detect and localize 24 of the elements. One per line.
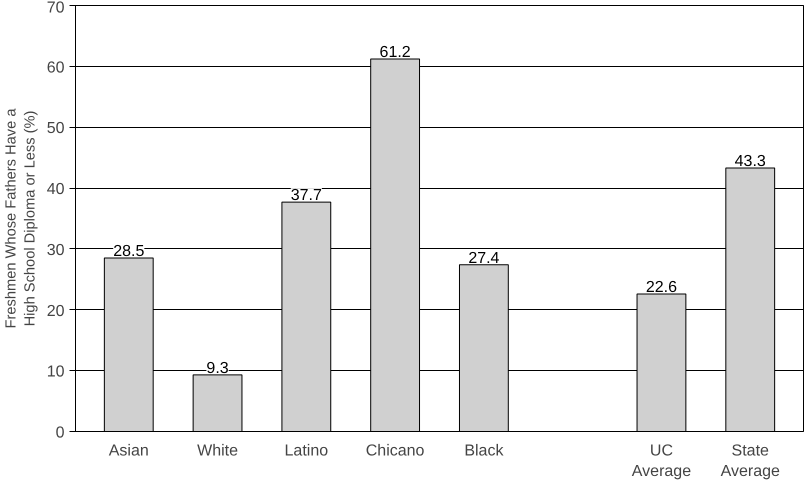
- x-tick-label: Latino: [284, 442, 328, 460]
- x-tick-label: Asian: [108, 442, 149, 460]
- y-tick-label: 20: [46, 302, 65, 320]
- x-tick-label: White: [197, 442, 238, 460]
- data-label: 9.3: [206, 360, 229, 377]
- data-label: 27.4: [468, 250, 500, 267]
- y-tick-label: 10: [46, 364, 65, 381]
- y-tick-label: 30: [46, 242, 65, 259]
- data-label: 61.2: [380, 44, 411, 62]
- data-label: 43.3: [734, 152, 766, 170]
- x-tick-label: UC Average: [632, 442, 692, 480]
- y-tick-label: 60: [46, 59, 65, 76]
- y-tick-label: 50: [46, 120, 65, 138]
- data-label: 22.6: [646, 278, 678, 296]
- bar: [192, 374, 242, 432]
- data-label: 28.5: [113, 243, 144, 260]
- x-tick-label: Black: [464, 442, 504, 460]
- data-label: 37.7: [290, 187, 322, 204]
- y-tick-label: 70: [46, 0, 65, 16]
- y-tick-label: 40: [46, 181, 65, 198]
- x-tick-label: State Average: [720, 442, 780, 480]
- x-tick-label: Chicano: [366, 442, 425, 460]
- y-axis-title: Freshmen Whose Fathers Have a High School Diploma or Less (%): [4, 108, 39, 328]
- y-tick-label: 0: [56, 424, 65, 442]
